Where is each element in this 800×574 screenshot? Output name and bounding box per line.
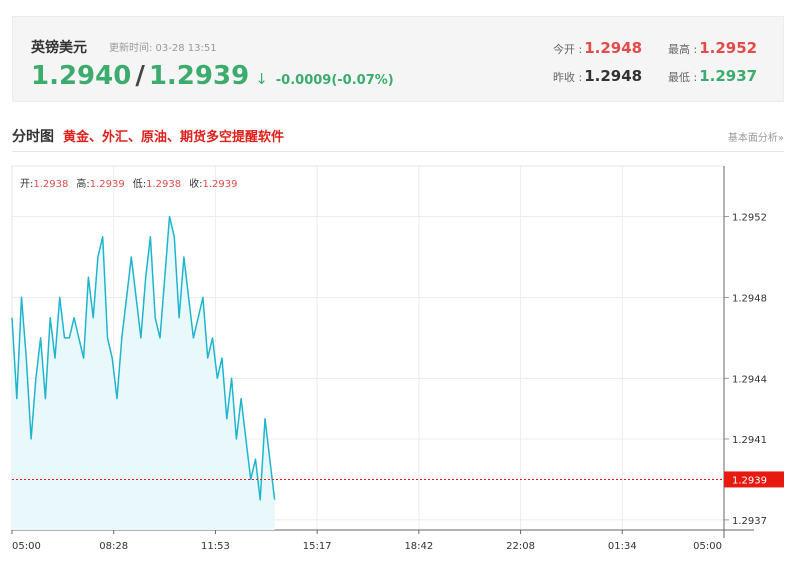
x-tick-label: 18:42	[404, 541, 433, 552]
series-line	[11, 215, 276, 501]
ohlc-open: 开:1.2938	[20, 175, 68, 190]
stat-low: 最低 : 1.2937	[668, 67, 757, 85]
quote-panel: 英镑美元 更新时间: 03-28 13:51 1.2940 / 1.2939 ↓…	[12, 16, 784, 102]
section-header: 分时图 黄金、外汇、原油、期货多空提醒软件 基本面分析»	[12, 126, 784, 152]
ohlc-high-label: 高:	[76, 179, 90, 190]
ohlc-low: 低:1.2938	[133, 175, 181, 190]
current-price-marker	[724, 471, 784, 488]
x-tick-label: 08:28	[99, 541, 128, 552]
ohlc-low-label: 低:	[132, 179, 147, 190]
y-tick-label: 1.2937	[732, 516, 767, 527]
stat-high-label: 最高 :	[668, 43, 698, 56]
stat-prev-close-value: 1.2948	[584, 67, 643, 85]
stat-high: 最高 : 1.2952	[668, 39, 757, 57]
update-time: 更新时间: 03-28 13:51	[109, 43, 217, 54]
ohlc-open-value: 1.2938	[33, 179, 69, 190]
bid-price: 1.2940	[31, 61, 132, 91]
stat-prev-close: 昨收 : 1.2948	[553, 67, 642, 85]
y-tick-label: 1.2948	[732, 293, 767, 304]
x-tick-label: 05:00	[693, 541, 722, 552]
ohlc-close-label: 收:	[189, 179, 203, 190]
x-tick-label: 22:08	[506, 541, 535, 552]
stat-open-value: 1.2948	[584, 39, 643, 57]
ask-price: 1.2939	[148, 61, 250, 91]
stat-prev-close-label: 昨收 :	[553, 71, 583, 84]
x-tick-label: 01:34	[608, 541, 637, 552]
current-price-label: 1.2939	[732, 475, 767, 486]
stat-low-value: 1.2937	[699, 67, 758, 85]
promo-link[interactable]: 黄金、外汇、原油、期货多空提醒软件	[63, 130, 285, 145]
down-arrow-icon: ↓	[255, 70, 268, 88]
price-change: -0.0009(-0.07%)	[275, 73, 394, 88]
series-area	[12, 216, 275, 530]
price-row: 1.2940 / 1.2939 ↓ -0.0009(-0.07%)	[31, 61, 394, 91]
x-tick-label: 05:00	[12, 541, 41, 552]
ohlc-readout: 开:1.2938 高:1.2939 低:1.2938 收:1.2939	[20, 175, 238, 190]
ohlc-high-value: 1.2939	[89, 179, 125, 190]
ohlc-open-label: 开:	[20, 179, 34, 190]
x-tick-label: 15:17	[303, 541, 332, 552]
ohlc-close-value: 1.2939	[202, 179, 238, 190]
x-tick-label: 11:53	[201, 541, 230, 552]
stat-open-label: 今开 :	[553, 43, 583, 56]
ohlc-close: 收:1.2939	[189, 175, 237, 190]
stat-low-label: 最低 :	[668, 71, 698, 84]
y-tick-label: 1.2941	[732, 435, 767, 446]
price-separator: /	[135, 61, 145, 91]
y-tick-label: 1.2952	[732, 213, 767, 224]
ohlc-high: 高:1.2939	[76, 175, 124, 190]
fundamental-analysis-link[interactable]: 基本面分析»	[727, 133, 784, 144]
y-tick-label: 1.2944	[732, 374, 767, 385]
instrument-name: 英镑美元	[31, 40, 87, 56]
stat-open: 今开 : 1.2948	[553, 39, 642, 57]
section-title: 分时图	[12, 129, 54, 145]
ohlc-low-value: 1.2938	[146, 179, 182, 190]
stat-high-value: 1.2952	[699, 39, 758, 57]
